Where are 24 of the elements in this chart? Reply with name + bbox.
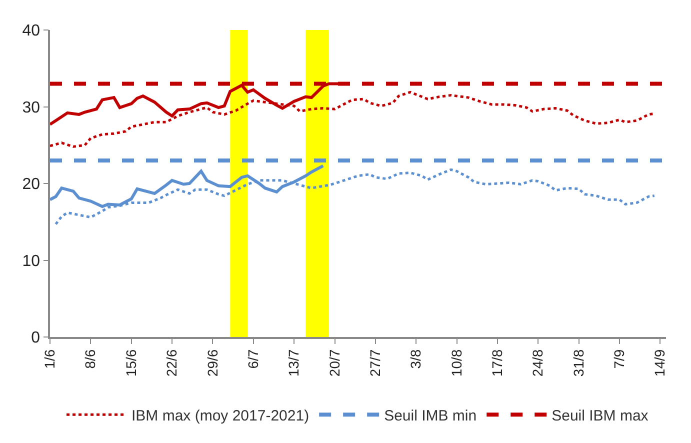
- x-tick-label: 17/8: [489, 349, 506, 377]
- x-tick-label: 6/7: [244, 349, 261, 369]
- x-tick-label: 13/7: [286, 349, 302, 377]
- x-tick-label: 27/7: [366, 349, 383, 377]
- legend-label: Seuil IMB min: [384, 408, 477, 424]
- x-tick-label: 8/6: [82, 349, 98, 369]
- x-tick-label: 14/9: [652, 349, 668, 377]
- y-tick-label: 30: [22, 99, 40, 116]
- x-tick-label: 20/7: [326, 349, 342, 377]
- legend-label: Seuil IBM max: [552, 408, 649, 424]
- x-tick-label: 31/8: [570, 349, 586, 377]
- y-tick-label: 0: [31, 330, 40, 347]
- legend-label: IBM max (moy 2017-2021): [132, 408, 310, 424]
- x-tick-label: 1/6: [42, 349, 58, 369]
- x-tick-label: 22/6: [164, 349, 180, 377]
- y-tick-label: 20: [22, 176, 40, 194]
- x-tick-label: 3/8: [408, 349, 424, 369]
- x-tick-label: 15/6: [122, 349, 139, 377]
- x-tick-label: 10/8: [448, 349, 464, 377]
- x-tick-label: 24/8: [530, 349, 546, 377]
- x-tick-label: 29/6: [204, 349, 220, 377]
- y-tick-label: 10: [22, 252, 40, 270]
- y-tick-label: 40: [22, 22, 40, 40]
- x-tick-label: 7/9: [611, 349, 628, 369]
